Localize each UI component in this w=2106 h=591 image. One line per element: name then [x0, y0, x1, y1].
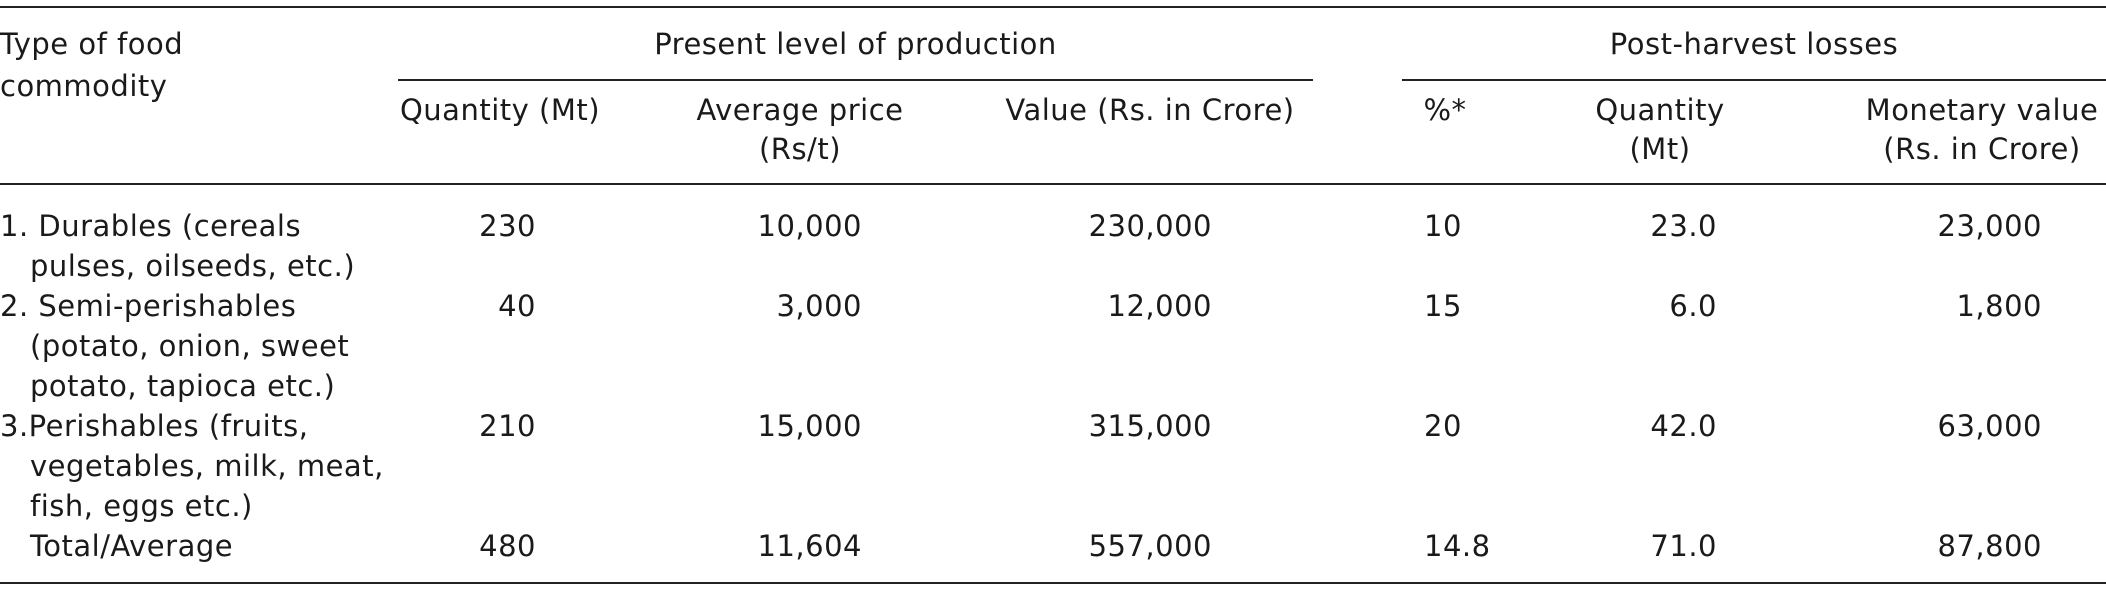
header-avg-price-line-2: (Rs/t) [758, 132, 842, 166]
row1-type-line-1: 1. Durables (cereals [0, 209, 302, 243]
row3-type-line-3: fish, eggs etc.) [30, 489, 253, 523]
row2-type-line-3: potato, tapioca etc.) [30, 369, 336, 403]
header-post-harvest-losses: Post-harvest losses [1609, 27, 1899, 61]
row1-loss-quantity: 23.0 [1650, 209, 1717, 243]
row3-loss-quantity: 42.0 [1650, 409, 1717, 443]
total-loss-quantity: 71.0 [1650, 529, 1717, 563]
header-type-line-2: commodity [0, 69, 168, 103]
row2-loss-quantity: 6.0 [1669, 289, 1717, 323]
row2-quantity: 40 [498, 289, 536, 323]
row2-avg-price: 3,000 [776, 289, 862, 323]
row1-monetary: 23,000 [1937, 209, 2042, 243]
top-rule [0, 6, 2106, 8]
total-avg-price: 11,604 [757, 529, 862, 563]
row1-avg-price: 10,000 [757, 209, 862, 243]
header-bottom-rule [0, 183, 2106, 185]
header-loss-quantity-line-1: Quantity [1595, 93, 1725, 127]
header-present-level: Present level of production [654, 27, 1057, 61]
total-value: 557,000 [1088, 529, 1212, 563]
row3-type-line-2: vegetables, milk, meat, [30, 449, 384, 483]
total-label: Total/Average [30, 529, 234, 563]
header-value: Value (Rs. in Crore) [1005, 93, 1295, 127]
header-type-line-1: Type of food [0, 27, 184, 61]
bottom-rule [0, 582, 2106, 584]
row3-monetary: 63,000 [1937, 409, 2042, 443]
present-group-underline [398, 79, 1313, 81]
row3-avg-price: 15,000 [757, 409, 862, 443]
header-avg-price-line-1: Average price [696, 93, 904, 127]
losses-group-underline [1402, 79, 2106, 81]
row1-quantity: 230 [479, 209, 536, 243]
row3-value: 315,000 [1088, 409, 1212, 443]
row2-value: 12,000 [1107, 289, 1212, 323]
header-quantity: Quantity (Mt) [399, 93, 601, 127]
row2-monetary: 1,800 [1956, 289, 2042, 323]
row1-percent: 10 [1424, 209, 1462, 243]
row1-type-line-2: pulses, oilseeds, etc.) [30, 249, 356, 283]
row3-quantity: 210 [479, 409, 536, 443]
total-quantity: 480 [479, 529, 536, 563]
total-percent: 14.8 [1424, 529, 1491, 563]
row2-percent: 15 [1424, 289, 1462, 323]
header-percent: %* [1423, 93, 1467, 127]
total-monetary: 87,800 [1937, 529, 2042, 563]
row1-value: 230,000 [1088, 209, 1212, 243]
row3-percent: 20 [1424, 409, 1462, 443]
row2-type-line-2: (potato, onion, sweet [30, 329, 350, 363]
header-loss-quantity-line-2: (Mt) [1629, 132, 1691, 166]
header-monetary-line-1: Monetary value [1865, 93, 2099, 127]
row3-type-line-1: 3.Perishables (fruits, [0, 409, 309, 443]
row2-type-line-1: 2. Semi-perishables [0, 289, 297, 323]
header-monetary-line-2: (Rs. in Crore) [1883, 132, 2081, 166]
